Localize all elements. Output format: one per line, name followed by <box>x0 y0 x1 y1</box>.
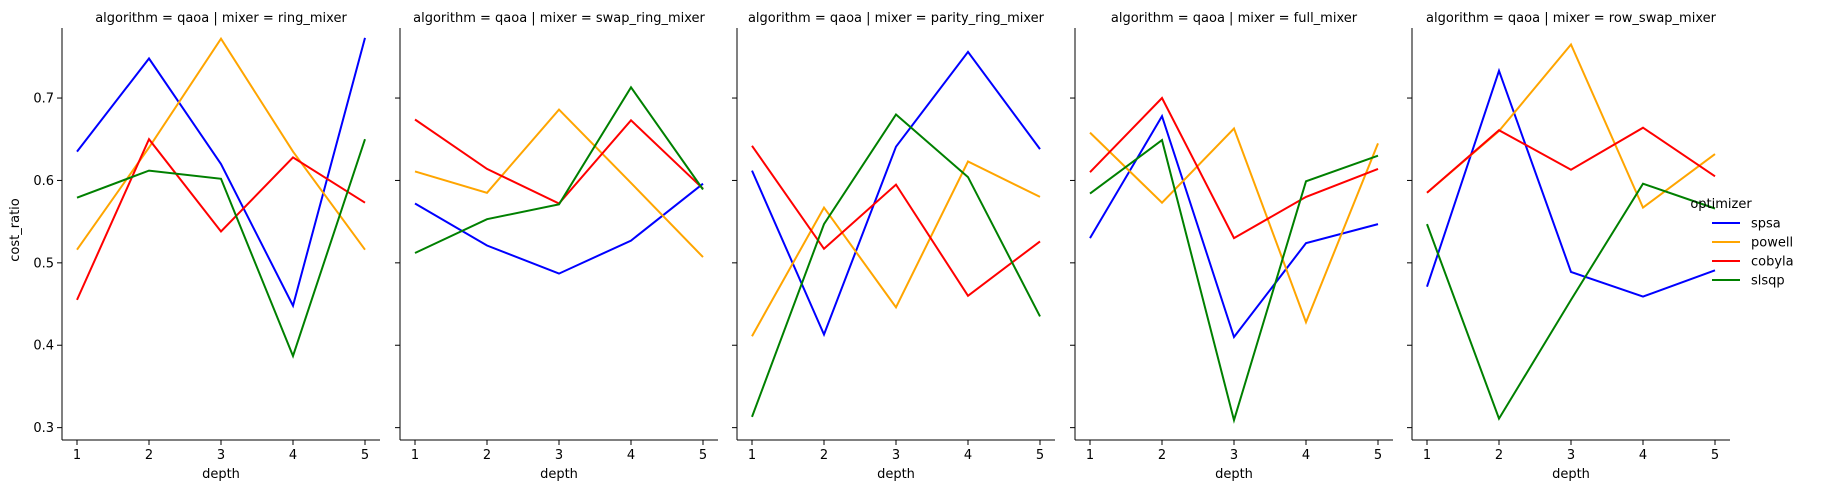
x-axis-label: depth <box>877 467 915 482</box>
series-line-spsa <box>751 50 1041 338</box>
x-tick-label: 3 <box>555 448 563 463</box>
series-line-powell <box>414 108 704 258</box>
series-line-powell <box>76 36 366 251</box>
series-line-cobyla <box>1426 126 1716 194</box>
x-tick-label: 5 <box>1036 448 1044 463</box>
x-tick-label: 3 <box>892 448 900 463</box>
x-tick-label: 5 <box>361 448 369 463</box>
x-tick-label: 1 <box>1086 448 1094 463</box>
series-line-cobyla <box>76 137 366 301</box>
x-tick-label: 5 <box>699 448 707 463</box>
x-tick-label: 2 <box>1158 448 1166 463</box>
panel-3: algorithm = qaoa | mixer = parity_ring_m… <box>732 11 1055 482</box>
y-tick-label: 0.7 <box>33 92 54 107</box>
legend-item-powell: powell <box>1712 236 1793 251</box>
series-line-slsqp <box>751 112 1041 418</box>
legend-label: powell <box>1751 236 1793 251</box>
x-tick-label: 2 <box>483 448 491 463</box>
panel-title: algorithm = qaoa | mixer = swap_ring_mix… <box>413 11 705 26</box>
x-tick-label: 5 <box>1374 448 1382 463</box>
y-axis-label: cost_ratio <box>8 198 23 261</box>
y-tick-label: 0.3 <box>33 421 54 436</box>
legend-item-spsa: spsa <box>1712 217 1781 232</box>
x-tick-label: 1 <box>411 448 419 463</box>
series-line-powell <box>1426 42 1716 210</box>
x-tick-label: 4 <box>964 448 972 463</box>
x-tick-label: 4 <box>1302 448 1310 463</box>
y-tick-label: 0.6 <box>33 174 54 189</box>
x-tick-label: 3 <box>1230 448 1238 463</box>
series-line-spsa <box>1426 67 1716 298</box>
x-tick-label: 4 <box>289 448 297 463</box>
x-axis-label: depth <box>1552 467 1590 482</box>
x-axis-label: depth <box>202 467 240 482</box>
series-line-slsqp <box>414 85 704 254</box>
panel-title: algorithm = qaoa | mixer = parity_ring_m… <box>748 11 1045 26</box>
panel-title: algorithm = qaoa | mixer = ring_mixer <box>95 11 347 26</box>
x-tick-label: 1 <box>1423 448 1431 463</box>
x-axis-label: depth <box>1215 467 1253 482</box>
x-tick-label: 3 <box>217 448 225 463</box>
legend-label: spsa <box>1751 217 1781 232</box>
legend-item-cobyla: cobyla <box>1712 255 1794 270</box>
y-tick-label: 0.5 <box>33 256 54 271</box>
panel-title: algorithm = qaoa | mixer = full_mixer <box>1111 11 1358 26</box>
legend-label: slsqp <box>1751 274 1785 289</box>
series-line-slsqp <box>76 138 366 359</box>
series-line-cobyla <box>414 118 704 205</box>
panels-layer: algorithm = qaoa | mixer = ring_mixer 0.3… <box>33 11 1730 482</box>
x-tick-label: 3 <box>1567 448 1575 463</box>
series-line-slsqp <box>1089 138 1379 424</box>
legend-title: optimizer <box>1690 197 1752 212</box>
x-tick-label: 2 <box>145 448 153 463</box>
panel-5: algorithm = qaoa | mixer = row_swap_mixe… <box>1407 11 1730 482</box>
x-tick-label: 5 <box>1711 448 1719 463</box>
series-line-spsa <box>76 37 366 309</box>
x-tick-label: 1 <box>748 448 756 463</box>
legend-label: cobyla <box>1751 255 1794 270</box>
panel-2: algorithm = qaoa | mixer = swap_ring_mix… <box>395 11 718 482</box>
panel-1: algorithm = qaoa | mixer = ring_mixer 0.3… <box>33 11 380 482</box>
panel-title: algorithm = qaoa | mixer = row_swap_mixe… <box>1426 11 1717 26</box>
x-axis-label: depth <box>540 467 578 482</box>
x-tick-label: 2 <box>1495 448 1503 463</box>
legend: optimizer spsa powell cobyla slsqp <box>1690 197 1793 289</box>
x-tick-label: 2 <box>820 448 828 463</box>
series-line-slsqp <box>1426 182 1716 421</box>
x-tick-label: 4 <box>1639 448 1647 463</box>
x-tick-label: 1 <box>73 448 81 463</box>
legend-item-slsqp: slsqp <box>1712 274 1785 289</box>
x-tick-label: 4 <box>627 448 635 463</box>
panel-4: algorithm = qaoa | mixer = full_mixer 1 2 3… <box>1070 11 1393 482</box>
series-line-cobyla <box>1089 96 1379 240</box>
series-line-spsa <box>414 182 704 275</box>
series-line-powell <box>751 160 1041 337</box>
series-line-cobyla <box>751 145 1041 298</box>
y-tick-label: 0.4 <box>33 339 54 354</box>
series-line-spsa <box>1089 113 1379 340</box>
series-line-powell <box>1089 126 1379 325</box>
